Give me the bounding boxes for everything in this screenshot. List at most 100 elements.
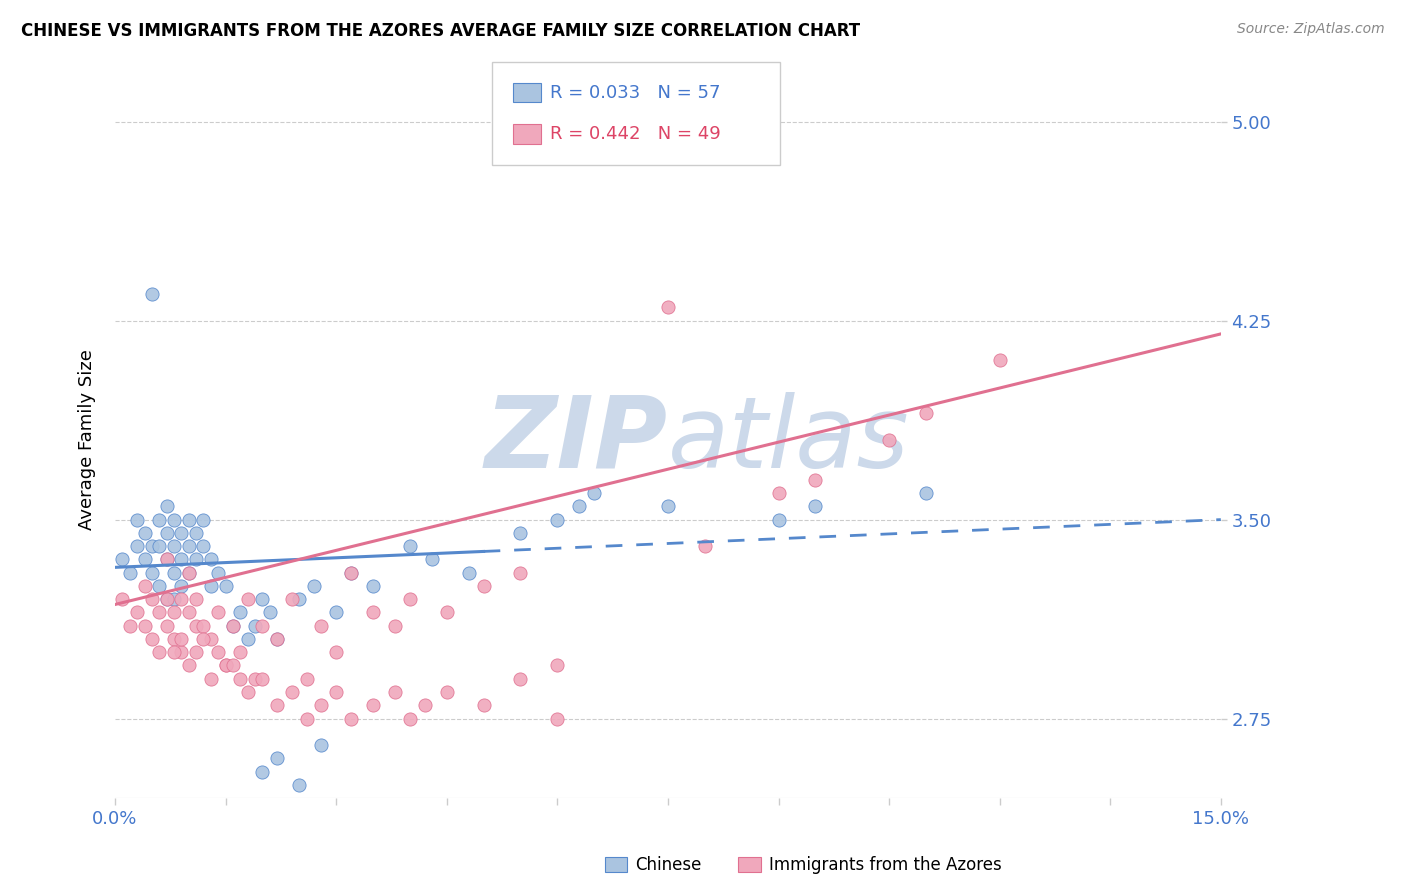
Point (361, 579, 384, 593)
Point (546, 658, 568, 673)
Point (804, 473, 827, 487)
Point (184, 525, 207, 540)
Point (193, 513, 215, 527)
Point (877, 433, 900, 447)
Point (177, 539, 200, 553)
Point (311, 698, 333, 713)
Point (436, 685, 458, 699)
Point (243, 672, 266, 686)
Text: Immigrants from the Azores: Immigrants from the Azores (769, 855, 1002, 873)
Point (509, 566, 531, 580)
Point (193, 539, 215, 553)
Point (325, 606, 347, 620)
Point (340, 566, 363, 580)
Point (156, 618, 179, 632)
Point (156, 552, 179, 566)
Point (768, 486, 790, 500)
Point (177, 513, 200, 527)
Point (302, 579, 325, 593)
Point (156, 592, 179, 607)
Point (193, 632, 215, 646)
Point (141, 592, 163, 607)
Point (266, 632, 288, 646)
Point (118, 618, 141, 632)
Point (170, 525, 193, 540)
Point (281, 592, 304, 607)
Point (170, 579, 193, 593)
Point (915, 407, 938, 421)
Point (177, 658, 200, 673)
Point (170, 552, 193, 566)
Point (915, 486, 938, 500)
Point (340, 566, 363, 580)
Point (134, 618, 156, 632)
Point (177, 606, 200, 620)
Point (134, 579, 156, 593)
Point (259, 606, 281, 620)
Point (583, 486, 606, 500)
Point (184, 552, 207, 566)
Text: Source: ZipAtlas.com: Source: ZipAtlas.com (1237, 22, 1385, 37)
Point (156, 525, 179, 540)
Point (988, 353, 1011, 368)
Point (193, 618, 215, 632)
Point (177, 566, 200, 580)
Point (163, 539, 186, 553)
Point (170, 592, 193, 607)
Point (222, 618, 245, 632)
Point (214, 579, 236, 593)
Point (163, 645, 186, 659)
Point (200, 672, 222, 686)
Point (127, 539, 149, 553)
Point (361, 606, 384, 620)
Point (118, 566, 141, 580)
Point (229, 606, 252, 620)
Point (141, 632, 163, 646)
Point (163, 606, 186, 620)
Point (177, 566, 200, 580)
Point (384, 685, 406, 699)
Point (266, 632, 288, 646)
Point (207, 645, 229, 659)
Text: R = 0.033   N = 57: R = 0.033 N = 57 (550, 84, 720, 102)
Point (163, 566, 186, 580)
Point (509, 525, 531, 540)
Point (111, 552, 134, 566)
Text: CHINESE VS IMMIGRANTS FROM THE AZORES AVERAGE FAMILY SIZE CORRELATION CHART: CHINESE VS IMMIGRANTS FROM THE AZORES AV… (21, 22, 860, 40)
Point (141, 287, 163, 301)
Point (141, 566, 163, 580)
Point (184, 618, 207, 632)
Point (200, 552, 222, 566)
Point (413, 698, 436, 713)
Point (509, 672, 531, 686)
Point (311, 738, 333, 752)
Point (214, 658, 236, 673)
Point (804, 500, 827, 514)
Point (243, 618, 266, 632)
Point (399, 712, 422, 726)
Point (657, 500, 679, 514)
Point (214, 658, 236, 673)
Point (252, 672, 274, 686)
Point (184, 645, 207, 659)
Point (111, 592, 134, 607)
Point (148, 645, 170, 659)
Point (236, 592, 259, 607)
Point (141, 539, 163, 553)
Point (693, 539, 716, 553)
Point (229, 672, 252, 686)
Point (266, 698, 288, 713)
Point (252, 618, 274, 632)
Point (222, 618, 245, 632)
Point (361, 698, 384, 713)
Point (148, 513, 170, 527)
Point (295, 672, 318, 686)
Point (325, 685, 347, 699)
Point (288, 592, 311, 607)
Point (472, 579, 495, 593)
Point (472, 698, 495, 713)
Point (281, 685, 304, 699)
Text: R = 0.442   N = 49: R = 0.442 N = 49 (550, 125, 720, 143)
Point (156, 592, 179, 607)
Text: atlas: atlas (668, 392, 910, 489)
